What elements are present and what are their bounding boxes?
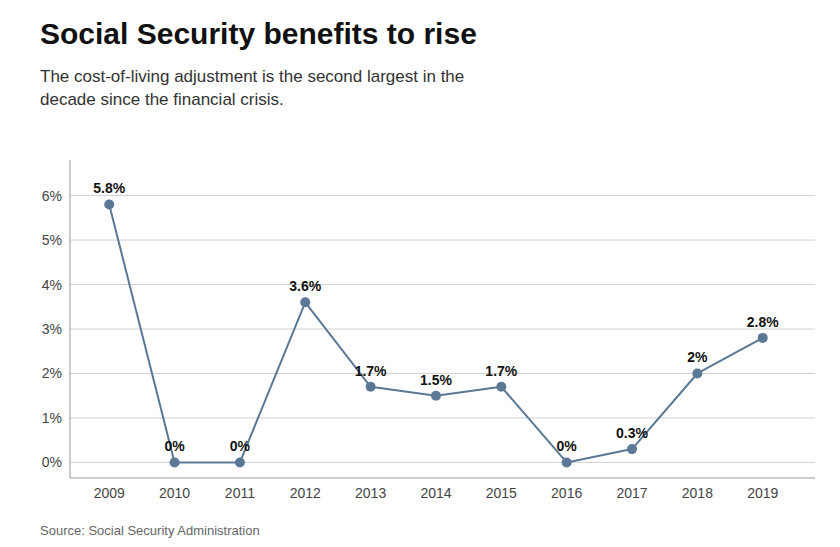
subtitle: The cost-of-living adjustment is the sec…	[40, 67, 464, 109]
y-tick-label: 6%	[42, 188, 62, 204]
data-label: 2.8%	[747, 314, 779, 330]
point	[170, 457, 180, 467]
y-tick-label: 1%	[42, 410, 62, 426]
point	[758, 333, 768, 343]
grid	[70, 196, 815, 463]
x-tick-label: 2014	[420, 485, 451, 501]
grid-line	[70, 284, 815, 285]
grid-line	[70, 417, 815, 418]
subtitle-line: The cost-of-living adjustment is the sec…	[40, 67, 464, 86]
line	[109, 204, 763, 462]
y-tick-label: 5%	[42, 232, 62, 248]
subtitle-line: decade since the financial crisis.	[40, 90, 284, 109]
point	[366, 382, 376, 392]
data-label: 0%	[557, 438, 578, 454]
y-tick-label: 4%	[42, 277, 62, 293]
x-tick-label: 2013	[355, 485, 386, 501]
chart-svg: Social Security benefits to rise The cost…	[0, 0, 840, 547]
point	[300, 297, 310, 307]
point	[562, 457, 572, 467]
point	[496, 382, 506, 392]
title: Social Security benefits to rise	[40, 17, 477, 50]
data-label: 5.8%	[93, 180, 125, 196]
data-label: 1.7%	[485, 363, 517, 379]
x-tick-label: 2015	[486, 485, 517, 501]
x-tick-label: 2017	[616, 485, 647, 501]
data-label: 0%	[164, 438, 185, 454]
data-label: 0.3%	[616, 425, 648, 441]
data-label: 2%	[687, 349, 708, 365]
y-tick-label: 2%	[42, 365, 62, 381]
data-label: 1.5%	[420, 372, 452, 388]
data-group	[104, 199, 768, 467]
grid-line	[70, 240, 815, 241]
point	[627, 444, 637, 454]
chart-container: Social Security benefits to rise The cost…	[0, 0, 840, 547]
y-tick-label: 0%	[42, 454, 62, 470]
point	[235, 457, 245, 467]
x-tick-label: 2012	[290, 485, 321, 501]
data-label: 3.6%	[289, 278, 321, 294]
data-label: 0%	[230, 438, 251, 454]
y-tick-label: 3%	[42, 321, 62, 337]
grid-line	[70, 329, 815, 330]
grid-line	[70, 195, 815, 196]
y-axis-line	[70, 160, 71, 478]
x-axis-line	[70, 478, 815, 479]
point	[431, 391, 441, 401]
x-tick-label: 2011	[225, 485, 255, 501]
data-label: 1.7%	[355, 363, 387, 379]
point	[692, 368, 702, 378]
x-tick-label: 2009	[94, 485, 125, 501]
x-tick-label: 2018	[682, 485, 713, 501]
source: Source: Social Security Administration	[40, 523, 260, 538]
x-tick-label: 2016	[551, 485, 582, 501]
x-tick-label: 2010	[159, 485, 190, 501]
x-tick-label: 2019	[747, 485, 778, 501]
point	[104, 199, 114, 209]
